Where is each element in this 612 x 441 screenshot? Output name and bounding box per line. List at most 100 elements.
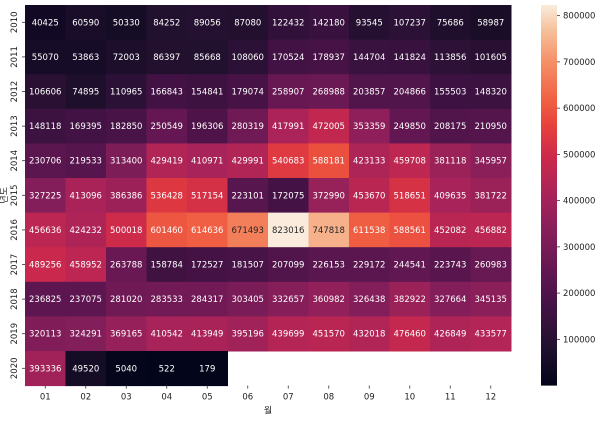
cell-value-label: 327225 <box>29 191 61 201</box>
cell-value-label: 345957 <box>475 157 507 167</box>
heatmap-cell <box>227 178 269 214</box>
heatmap-cell <box>187 281 228 317</box>
heatmap-cell <box>430 281 471 317</box>
heatmap-cell <box>146 39 188 75</box>
heatmap-cell <box>430 5 471 41</box>
heatmap-cell <box>389 5 431 41</box>
heatmap-cell <box>470 316 512 352</box>
cell-value-label: 144704 <box>353 53 385 63</box>
cell-value-label: 181507 <box>232 261 264 271</box>
heatmap-cell <box>106 212 147 248</box>
y-tick-label: 2014 <box>10 150 20 172</box>
cell-value-label: 417991 <box>272 122 304 132</box>
heatmap-cell <box>65 351 107 387</box>
x-tick-label: 06 <box>242 393 253 403</box>
cell-value-label: 244541 <box>394 261 426 271</box>
cell-value-label: 106606 <box>29 88 61 98</box>
x-axis-ticks: 01 02 03 04 05 06 07 08 09 10 11 12 <box>40 385 496 403</box>
heatmap-cell <box>65 212 107 248</box>
cell-value-label: 451570 <box>313 330 345 340</box>
cell-value-label: 429991 <box>232 157 264 167</box>
heatmap-cell <box>430 39 471 75</box>
cell-value-label: 40425 <box>32 18 59 28</box>
heatmap-cell <box>146 108 188 144</box>
y-tick-label: 2020 <box>10 357 20 379</box>
colorbar: 100000 200000 300000 400000 500000 600000 7000… <box>541 5 595 386</box>
heatmap-cell <box>389 74 431 110</box>
heatmap-cell <box>430 212 471 248</box>
heatmap-cell <box>146 5 188 41</box>
cell-value-label: 208175 <box>434 122 466 132</box>
x-tick-label: 08 <box>323 393 334 403</box>
cell-value-label: 155503 <box>434 88 466 98</box>
cell-value-label: 393336 <box>29 364 61 374</box>
heatmap-cell <box>25 178 66 214</box>
cell-value-label: 280319 <box>232 122 264 132</box>
cell-value-label: 395196 <box>232 330 264 340</box>
heatmap-cell <box>268 178 309 214</box>
heatmap-cell <box>268 212 309 248</box>
heatmap-cell <box>25 143 66 179</box>
x-tick-label: 09 <box>364 393 375 403</box>
heatmap-cell <box>65 316 107 352</box>
heatmap-cell <box>187 247 228 283</box>
cell-value-label: 381118 <box>434 157 466 167</box>
heatmap-cell <box>349 108 390 144</box>
heatmap-cell <box>268 39 309 75</box>
cell-value-label: 84252 <box>153 18 180 28</box>
heatmap-cell <box>470 281 512 317</box>
cell-value-label: 207099 <box>272 261 304 271</box>
heatmap-cell <box>389 247 431 283</box>
colorbar-tick-label: 700000 <box>563 58 595 68</box>
cell-value-label: 50330 <box>113 18 140 28</box>
cell-value-label: 410971 <box>191 157 223 167</box>
colorbar-tick-label: 200000 <box>563 289 595 299</box>
cell-value-label: 472005 <box>313 122 345 132</box>
cell-value-label: 456882 <box>475 226 507 236</box>
cell-value-label: 148118 <box>29 122 61 132</box>
heatmap-cell <box>430 247 471 283</box>
cell-value-label: 353359 <box>353 122 385 132</box>
heatmap-cell <box>187 39 228 75</box>
cell-value-label: 614636 <box>191 226 223 236</box>
cell-value-label: 49520 <box>72 364 99 374</box>
cell-value-label: 433577 <box>475 330 507 340</box>
heatmap-cell <box>470 178 512 214</box>
heatmap-cell <box>389 39 431 75</box>
x-tick-label: 10 <box>404 393 415 403</box>
y-tick-label: 2013 <box>10 115 20 137</box>
heatmap-cell <box>187 74 228 110</box>
heatmap-cell <box>430 178 471 214</box>
y-axis-title: 년도 <box>0 187 10 204</box>
heatmap-cell <box>349 316 390 352</box>
cell-value-label: 459708 <box>394 157 426 167</box>
y-tick-label: 2011 <box>10 46 20 68</box>
x-tick-label: 03 <box>121 393 132 403</box>
heatmap-cell <box>65 5 107 41</box>
cell-value-label: 141824 <box>394 53 426 63</box>
cell-value-label: 230706 <box>29 157 61 167</box>
heatmap-cell <box>389 108 431 144</box>
heatmap-cell <box>187 5 228 41</box>
heatmap-cell <box>25 5 66 41</box>
cell-value-label: 324291 <box>70 330 102 340</box>
heatmap-cell <box>308 108 350 144</box>
heatmap-cell <box>106 351 147 387</box>
cell-value-label: 237075 <box>70 295 102 305</box>
heatmap-cell <box>430 108 471 144</box>
cell-value-label: 540683 <box>272 157 304 167</box>
heatmap-cell <box>25 74 66 110</box>
cell-value-label: 263788 <box>110 261 142 271</box>
heatmap-cell <box>25 281 66 317</box>
cell-value-label: 409635 <box>434 191 466 201</box>
cell-value-label: 588181 <box>313 157 345 167</box>
heatmap-cell <box>349 5 390 41</box>
heatmap-cell <box>227 5 269 41</box>
heatmap-cell <box>308 39 350 75</box>
cell-value-label: 108060 <box>232 53 264 63</box>
cell-value-label: 107237 <box>394 18 426 28</box>
heatmap-cell <box>268 143 309 179</box>
heatmap-cell <box>106 143 147 179</box>
heatmap-cell <box>187 212 228 248</box>
heatmap-cell <box>349 212 390 248</box>
